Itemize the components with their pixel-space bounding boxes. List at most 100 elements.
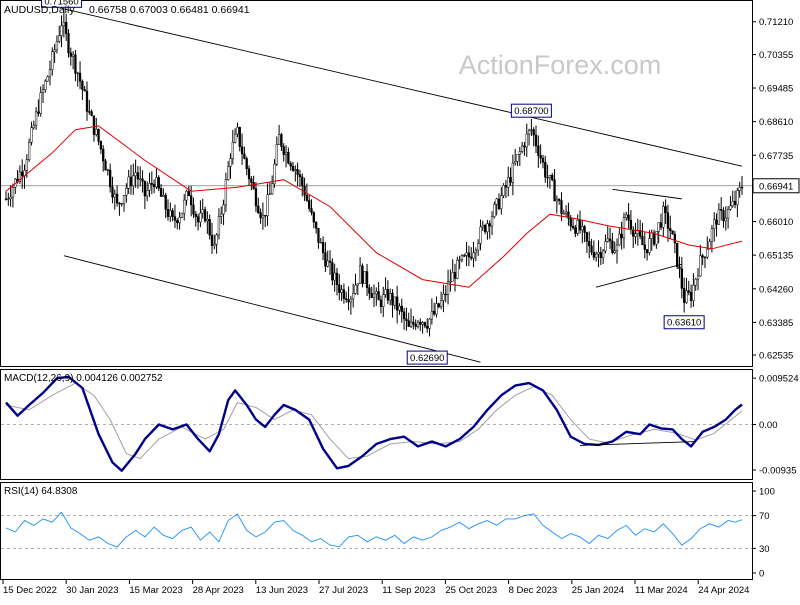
candle	[590, 238, 593, 256]
candle-body	[157, 177, 160, 189]
macd-main-line	[5, 375, 743, 472]
candle-body	[597, 252, 600, 255]
candle-body	[122, 195, 126, 204]
candle	[606, 226, 609, 243]
candle	[169, 202, 172, 222]
swing-label: 0.68700	[514, 106, 548, 117]
candle-body	[146, 190, 149, 197]
candle-body	[326, 260, 329, 267]
candle-body	[245, 158, 248, 169]
candle	[726, 206, 730, 229]
candle-body	[451, 272, 454, 282]
candle	[634, 222, 637, 245]
candle-body	[527, 130, 531, 135]
candle	[111, 176, 114, 204]
rsi-y-tick-label: 70	[759, 511, 770, 522]
candle-body	[731, 200, 734, 207]
candle	[199, 200, 202, 228]
candle-body	[308, 200, 311, 209]
candle	[426, 318, 429, 333]
candle-body	[164, 195, 167, 210]
candle	[213, 234, 216, 250]
candle-body	[657, 222, 660, 232]
candle	[289, 161, 292, 171]
candle	[710, 224, 714, 253]
candle-body	[481, 225, 484, 228]
candle	[551, 172, 554, 182]
candle-body	[618, 233, 621, 246]
candle-body	[375, 291, 378, 295]
candle-body	[601, 250, 605, 258]
candle	[502, 183, 505, 199]
candle	[643, 232, 646, 259]
trendline	[612, 188, 682, 200]
candle	[164, 192, 167, 219]
candle	[352, 283, 355, 308]
candle-body	[215, 234, 218, 245]
candle	[571, 217, 575, 230]
candle	[7, 192, 10, 206]
candle-body	[7, 198, 10, 200]
candle-body	[722, 210, 725, 222]
candle	[162, 188, 165, 197]
candle-body	[9, 196, 12, 199]
candle	[233, 128, 237, 144]
candle	[687, 280, 690, 296]
candle	[613, 241, 616, 255]
candle	[261, 202, 265, 230]
candle	[419, 318, 422, 331]
swing-label-box	[406, 350, 448, 365]
candle	[113, 189, 116, 210]
candle	[41, 84, 45, 103]
candle-body	[229, 158, 232, 167]
candle-body	[567, 211, 570, 219]
candle	[495, 197, 498, 216]
candle-body	[190, 195, 193, 206]
candle-body	[46, 76, 49, 82]
candle	[11, 183, 15, 208]
candle-body	[541, 157, 545, 163]
candle-body	[615, 244, 619, 252]
candle-body	[102, 148, 105, 162]
candle-body	[347, 299, 350, 303]
candle-body	[187, 190, 190, 196]
candle	[44, 79, 47, 93]
candle-body	[312, 212, 315, 223]
candle-body	[611, 240, 614, 253]
candle-body	[277, 134, 281, 145]
candle	[210, 222, 214, 254]
x-tick-label: 27 Jul 2023	[319, 585, 368, 596]
candle-body	[238, 127, 241, 147]
candle	[342, 283, 346, 304]
candle	[620, 221, 623, 250]
candle-body	[4, 198, 8, 200]
candle	[129, 164, 133, 195]
candle	[389, 288, 392, 306]
candle	[456, 256, 459, 280]
candle-body	[305, 194, 309, 201]
candle	[437, 302, 440, 309]
candle	[527, 128, 531, 146]
candle	[708, 238, 711, 250]
candle-body	[558, 199, 561, 201]
candle-body	[648, 238, 651, 254]
x-tick-label: 30 Jan 2023	[66, 585, 118, 596]
candle-body	[465, 252, 468, 256]
candle	[669, 215, 672, 239]
candle	[444, 285, 447, 303]
candle-body	[439, 300, 443, 307]
candle	[85, 81, 89, 121]
candle	[9, 185, 12, 207]
candle-body	[354, 284, 357, 294]
candle	[451, 259, 454, 282]
candle-body	[453, 272, 457, 279]
candle-body	[622, 217, 626, 239]
candle-body	[113, 193, 116, 198]
candle-body	[446, 281, 450, 295]
candle-body	[213, 243, 216, 246]
candle-body	[166, 209, 170, 217]
candle-body	[159, 188, 163, 197]
candle-body	[738, 186, 741, 191]
trendline	[63, 255, 481, 363]
candle-body	[710, 228, 714, 242]
